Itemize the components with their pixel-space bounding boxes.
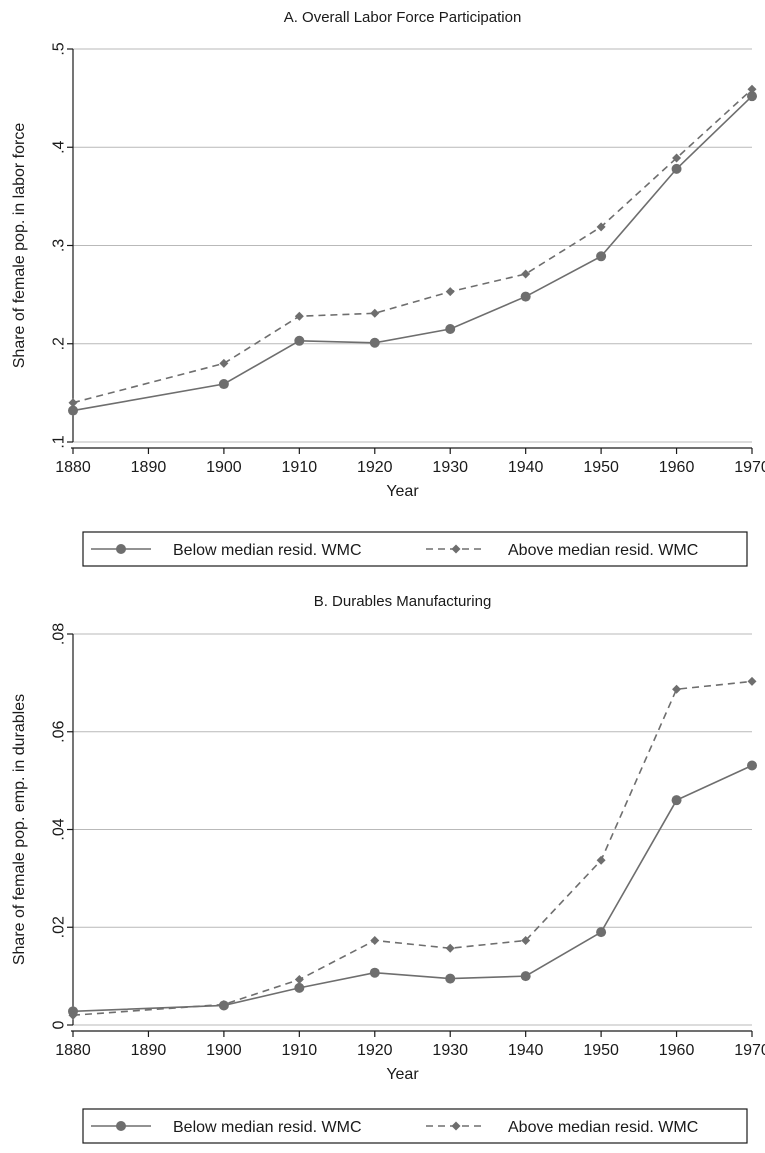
x-tick-label: 1920 xyxy=(357,1042,393,1059)
y-tick-label: .08 xyxy=(51,623,68,645)
data-point-diamond xyxy=(446,287,455,296)
x-tick-label: 1880 xyxy=(55,1042,91,1059)
x-tick-label: 1900 xyxy=(206,459,242,476)
data-point-diamond xyxy=(370,309,379,318)
x-tick-label: 1890 xyxy=(131,1042,167,1059)
y-tick-label: 0 xyxy=(51,1020,68,1029)
y-tick-label: .06 xyxy=(51,721,68,743)
legend-label-below-median: Below median resid. WMC xyxy=(173,542,362,559)
chart-panel-b: B. Durables Manufacturing 0 .02 .04 .06 .08 Sh… xyxy=(11,593,765,1143)
data-point-circle xyxy=(219,379,229,389)
data-point-diamond xyxy=(748,677,757,686)
x-tick-label: 1900 xyxy=(206,1042,242,1059)
series-line-below-median xyxy=(73,96,752,410)
legend-label-above-median: Above median resid. WMC xyxy=(508,542,698,559)
x-tick-label: 1950 xyxy=(583,459,619,476)
x-tick-label: 1880 xyxy=(55,459,91,476)
data-point-diamond xyxy=(69,398,78,407)
chart-title: B. Durables Manufacturing xyxy=(314,593,492,610)
y-tick-label: .4 xyxy=(51,140,68,153)
x-tick-label: 1920 xyxy=(357,459,393,476)
legend-label-above-median: Above median resid. WMC xyxy=(508,1119,698,1136)
x-tick-label: 1940 xyxy=(508,1042,544,1059)
chart-panel-a: A. Overall Labor Force Participation .1 .2… xyxy=(11,9,765,566)
data-point-diamond xyxy=(446,944,455,953)
legend-label-below-median: Below median resid. WMC xyxy=(173,1119,362,1136)
data-point-circle xyxy=(672,795,682,805)
data-point-diamond xyxy=(597,856,606,865)
data-point-circle xyxy=(370,968,380,978)
legend: Below median resid. WMC Above median resi… xyxy=(83,1109,747,1143)
x-tick-label: 1960 xyxy=(659,459,695,476)
x-tick-label: 1970 xyxy=(734,459,765,476)
series-line-below-median xyxy=(73,765,752,1011)
data-point-circle xyxy=(747,760,757,770)
data-point-diamond xyxy=(521,269,530,278)
x-tick-label: 1930 xyxy=(432,1042,468,1059)
chart-title: A. Overall Labor Force Participation xyxy=(284,9,522,26)
data-point-diamond xyxy=(295,975,304,984)
data-point-circle xyxy=(521,971,531,981)
data-point-diamond xyxy=(219,359,228,368)
data-point-circle xyxy=(596,251,606,261)
x-tick-label: 1930 xyxy=(432,459,468,476)
data-point-circle xyxy=(672,164,682,174)
y-tick-label: .3 xyxy=(51,239,68,252)
y-tick-label: .2 xyxy=(51,337,68,350)
x-axis-label: Year xyxy=(386,483,419,500)
data-point-diamond xyxy=(370,936,379,945)
y-axis-label: Share of female pop. emp. in durables xyxy=(11,694,28,965)
data-point-circle xyxy=(370,338,380,348)
x-tick-label: 1910 xyxy=(282,459,318,476)
data-point-circle xyxy=(445,974,455,984)
x-tick-label: 1960 xyxy=(659,1042,695,1059)
y-tick-label: .5 xyxy=(51,42,68,55)
x-axis-label: Year xyxy=(386,1066,419,1083)
y-tick-label: .04 xyxy=(51,818,68,840)
data-point-diamond xyxy=(672,685,681,694)
x-tick-label: 1890 xyxy=(131,459,167,476)
legend-marker-circle xyxy=(116,544,126,554)
data-point-circle xyxy=(596,927,606,937)
x-tick-label: 1910 xyxy=(282,1042,318,1059)
legend-marker-circle xyxy=(116,1121,126,1131)
x-tick-label: 1950 xyxy=(583,1042,619,1059)
data-point-circle xyxy=(445,324,455,334)
data-point-circle xyxy=(294,983,304,993)
legend: Below median resid. WMC Above median resi… xyxy=(83,532,747,566)
y-tick-label: .02 xyxy=(51,916,68,938)
x-tick-label: 1970 xyxy=(734,1042,765,1059)
data-point-circle xyxy=(521,292,531,302)
y-tick-label: .1 xyxy=(51,435,68,448)
data-point-diamond xyxy=(295,312,304,321)
x-tick-label: 1940 xyxy=(508,459,544,476)
y-axis-label: Share of female pop. in labor force xyxy=(11,123,28,369)
data-point-circle xyxy=(294,336,304,346)
